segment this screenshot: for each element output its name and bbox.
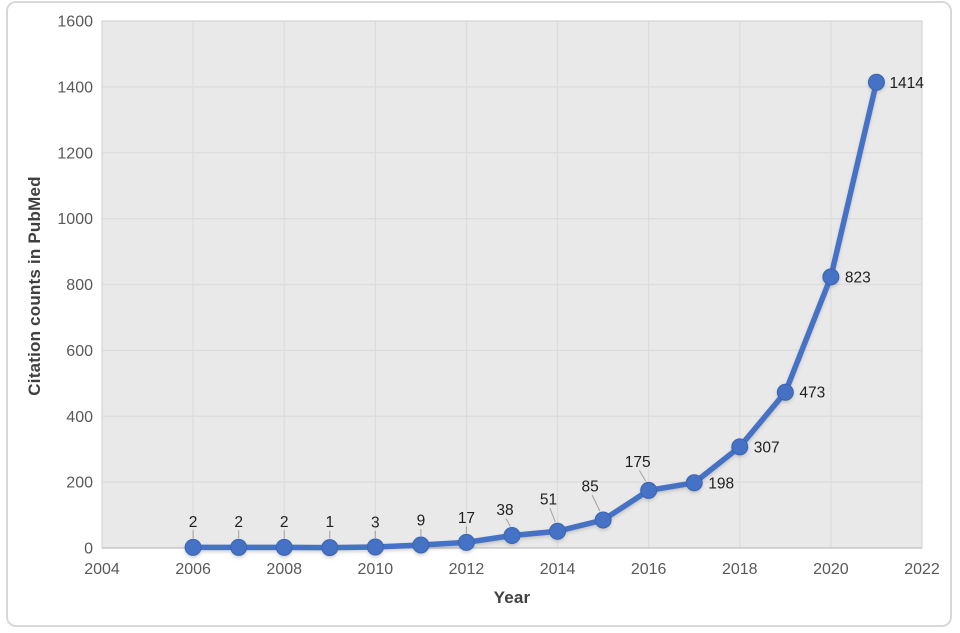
data-point-marker: [776, 383, 794, 401]
x-axis-tick-labels: 2004 2006 2008 2010 2012 2014 2016 2018 2020 2022: [84, 561, 940, 578]
y-tick-label: 0: [84, 541, 93, 558]
x-tick-label: 2012: [449, 561, 485, 578]
data-point-label: 2: [280, 514, 289, 531]
data-point-marker: [685, 474, 703, 492]
data-point-label: 473: [799, 385, 825, 402]
data-point-label: 51: [540, 492, 557, 509]
data-point-label: 17: [458, 510, 475, 527]
leader-line: [505, 518, 511, 527]
data-point-label: 85: [581, 479, 598, 496]
x-axis-title: Year: [493, 588, 531, 607]
data-point-label: 38: [496, 502, 513, 519]
data-point-marker: [640, 481, 658, 499]
plot-area: [101, 20, 923, 549]
x-tick-label: 2014: [540, 561, 576, 578]
leader-line: [591, 494, 601, 512]
data-point-marker: [822, 268, 840, 286]
data-point-label: 307: [754, 439, 780, 456]
series-citation-counts: [184, 73, 885, 557]
data-point-label: 3: [371, 515, 380, 532]
data-label-leader-lines: [192, 470, 647, 539]
data-point-marker: [549, 522, 567, 540]
y-axis-title: Citation counts in PubMed: [25, 176, 44, 396]
y-tick-label: 400: [66, 409, 93, 426]
y-tick-label: 1200: [57, 145, 93, 162]
data-point-marker: [366, 538, 384, 556]
data-point-marker: [184, 538, 202, 556]
data-point-label: 2: [189, 514, 198, 531]
y-tick-label: 1600: [57, 14, 93, 31]
data-point-marker: [867, 73, 885, 91]
data-point-marker: [731, 438, 749, 456]
y-tick-label: 1000: [57, 211, 93, 228]
data-point-label: 198: [708, 475, 734, 492]
data-point-marker: [594, 511, 612, 529]
data-point-label: 1414: [889, 75, 924, 92]
data-point-label: 175: [625, 454, 651, 471]
data-point-marker: [457, 533, 475, 551]
x-tick-label: 2010: [358, 561, 394, 578]
data-point-marker: [503, 526, 521, 544]
data-point-label: 9: [417, 513, 426, 530]
data-labels: 2 2 2 1 3 9 17 38 51 85 175 198 307 473 823 1414: [189, 75, 925, 532]
x-tick-label: 2006: [175, 561, 211, 578]
data-point-marker: [275, 538, 293, 556]
series-line: [190, 79, 880, 551]
x-tick-label: 2022: [904, 561, 940, 578]
y-tick-label: 800: [66, 277, 93, 294]
data-point-label: 823: [845, 269, 871, 286]
y-tick-label: 1400: [57, 79, 93, 96]
x-tick-label: 2004: [84, 561, 120, 578]
x-tick-label: 2018: [722, 561, 758, 578]
x-tick-label: 2016: [631, 561, 667, 578]
data-point-marker: [412, 536, 430, 554]
data-point-marker: [230, 538, 248, 556]
leader-line: [638, 470, 647, 482]
data-point-label: 2: [234, 514, 243, 531]
data-point-marker: [321, 539, 339, 557]
y-axis-tick-labels: 0 200 400 600 800 1000 1200 1400 1600: [57, 14, 93, 558]
data-point-label: 1: [325, 514, 334, 531]
leader-line: [549, 508, 556, 523]
x-tick-label: 2008: [266, 561, 302, 578]
x-tick-label: 2020: [813, 561, 849, 578]
y-tick-label: 200: [66, 475, 93, 492]
y-tick-label: 600: [66, 343, 93, 360]
